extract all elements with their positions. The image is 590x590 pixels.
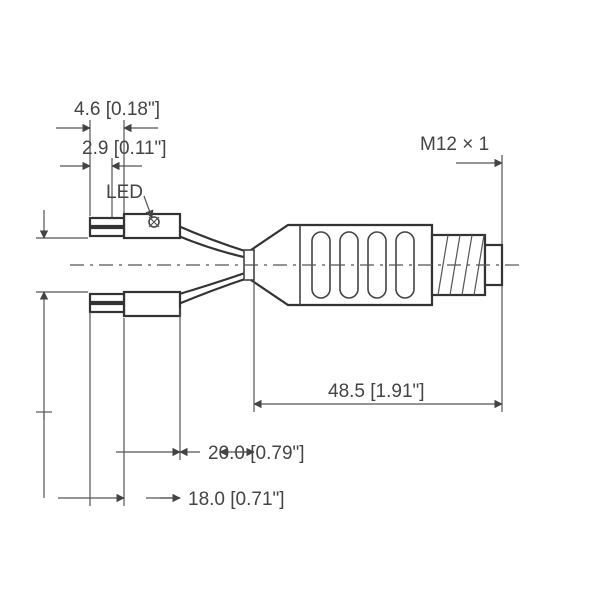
- dim-2-9: 2.9 [0.11"]: [60, 138, 167, 217]
- dim-18-0-label: 18.0 [0.71"]: [188, 489, 285, 510]
- thread-label: M12 × 1: [420, 134, 489, 155]
- led-label: LED: [106, 182, 143, 203]
- connector-drawing: 4.6 [0.18"] 2.9 [0.11"] LED M12 × 1 48.5…: [0, 0, 590, 590]
- dim-4-6-label: 4.6 [0.18"]: [74, 99, 160, 120]
- left-gap-marks: [36, 210, 90, 506]
- dim-2-9-label: 2.9 [0.11"]: [82, 138, 167, 159]
- dim-18-0: 18.0 [0.71"]: [90, 318, 285, 510]
- dim-20-0: 20.0 [0.79"]: [116, 308, 305, 464]
- led-callout: LED: [106, 182, 152, 218]
- dim-20-0-label: 20.0 [0.79"]: [208, 443, 305, 464]
- dim-48-5-label: 48.5 [1.91"]: [328, 381, 425, 402]
